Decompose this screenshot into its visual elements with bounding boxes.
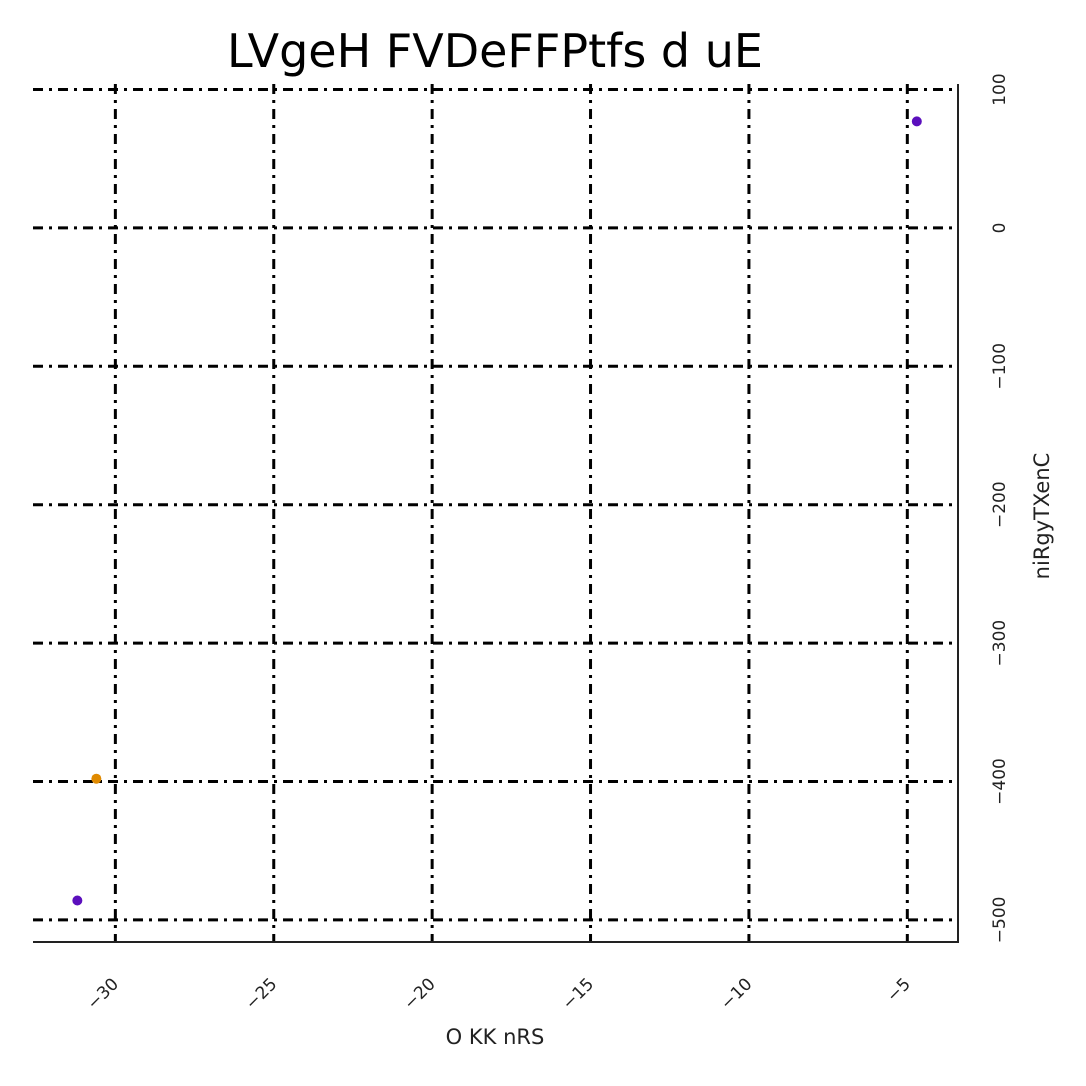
y-tick-label: 100	[990, 73, 1010, 105]
y-tick-label: −100	[990, 343, 1010, 390]
x-tick-label: −10	[717, 974, 757, 1014]
y-tick-label: −200	[990, 481, 1010, 528]
data-point	[91, 773, 102, 784]
chart-title: LVgeH FVDeFFPtfs d uE	[227, 24, 763, 78]
data-points	[72, 116, 922, 906]
x-tick-label: −30	[83, 974, 123, 1014]
data-point	[911, 116, 922, 127]
x-tick-label: −25	[242, 974, 282, 1014]
y-tick-label: −300	[990, 620, 1010, 667]
x-axis-label: O KK nRS	[445, 1025, 545, 1049]
y-tick-label: −500	[990, 897, 1010, 944]
x-tick-label: −20	[400, 974, 440, 1014]
axes	[33, 84, 959, 943]
x-tick-label: −5	[883, 974, 915, 1006]
grid	[33, 84, 958, 942]
tick-labels: −30 −25 −20 −15 −10 −5 100 0 −100 −200 −300 −400 −50…	[83, 73, 1010, 1014]
x-tick-label: −15	[559, 974, 599, 1014]
y-tick-label: −400	[990, 758, 1010, 805]
y-axis-label: niRgyTXenC	[1030, 452, 1054, 580]
data-point	[72, 895, 83, 906]
y-tick-label: 0	[990, 223, 1010, 234]
